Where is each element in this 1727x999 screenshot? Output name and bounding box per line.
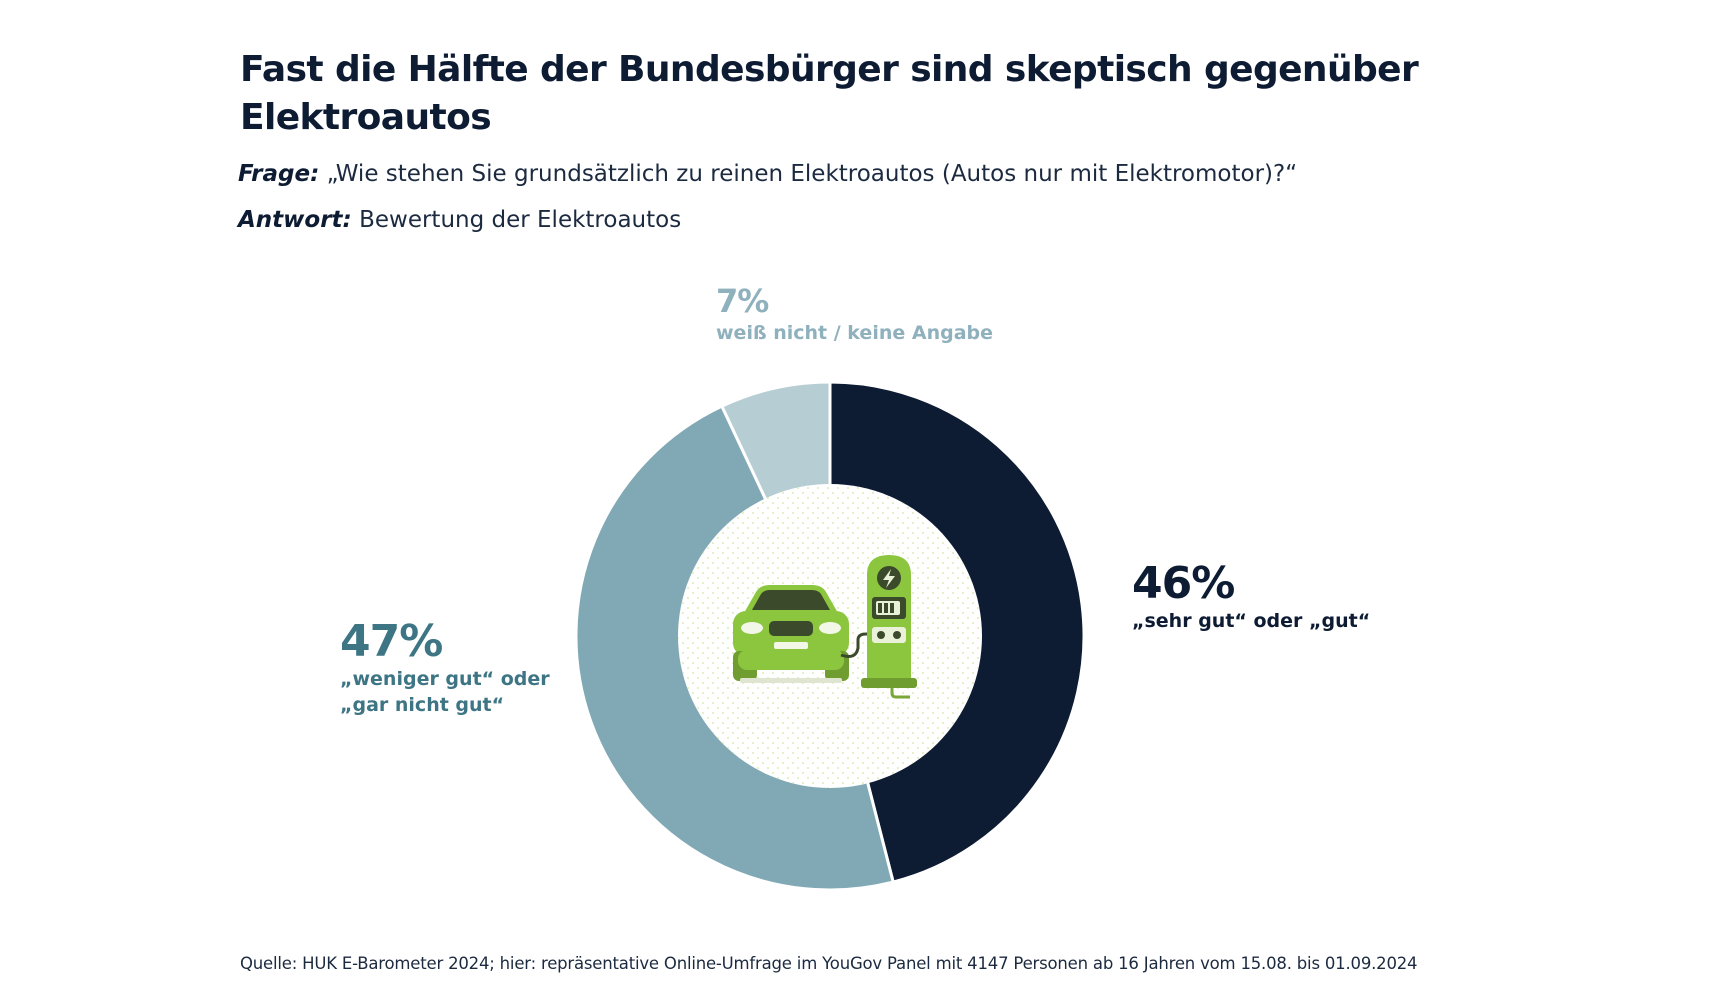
charging-station-icon — [840, 555, 917, 699]
slice-label-negative: 47% „weniger gut“ oder „gar nicht gut“ — [340, 618, 550, 718]
electric-car-charging-station-icon — [733, 555, 917, 699]
slice-label-positive: 46% „sehr gut“ oder „gut“ — [1132, 560, 1370, 634]
answer-text: Bewertung der Elektroautos — [359, 207, 682, 233]
slice-value: 46% — [1132, 558, 1235, 609]
source-note: Quelle: HUK E-Barometer 2024; hier: repr… — [240, 954, 1418, 973]
slice-value: 7% — [716, 282, 769, 320]
slice-text: „gar nicht gut“ — [340, 694, 505, 716]
slice-text: „weniger gut“ oder — [340, 668, 550, 690]
slice-label-dont-know: 7% weiß nicht / keine Angabe — [716, 282, 993, 346]
slice-text: weiß nicht / keine Angabe — [716, 322, 994, 344]
question-line: Frage: „Wie stehen Sie grundsätzlich zu … — [238, 161, 1297, 187]
electric-car-icon — [733, 585, 849, 683]
question-text: „Wie stehen Sie grundsätzlich zu reinen … — [326, 161, 1298, 187]
question-key: Frage: — [238, 161, 320, 187]
slice-value: 47% — [340, 616, 443, 667]
chart-title: Fast die Hälfte der Bundesbürger sind sk… — [240, 49, 1419, 138]
answer-key: Antwort: — [238, 207, 352, 233]
answer-line: Antwort: Bewertung der Elektroautos — [238, 207, 681, 233]
slice-text: „sehr gut“ oder „gut“ — [1132, 610, 1371, 632]
